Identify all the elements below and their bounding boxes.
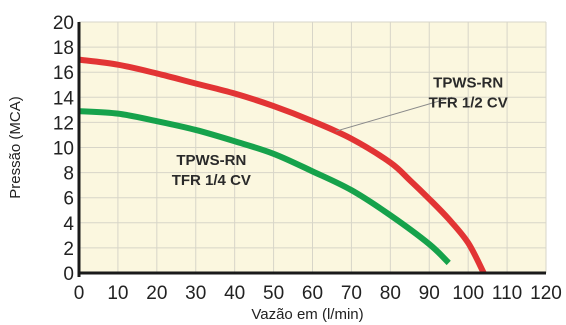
x-tick-label: 110 — [492, 283, 522, 304]
annotation-label-green: TPWS-RN TFR 1/4 CV — [172, 152, 251, 189]
y-tick-label: 0 — [63, 264, 74, 285]
y-tick-label: 20 — [53, 13, 74, 34]
x-tick-labels: 0 10 20 30 40 50 60 70 80 90 100 110 120 — [74, 283, 562, 304]
y-tick-label: 2 — [63, 239, 74, 260]
y-axis-title: Pressão (MCA) — [7, 96, 24, 199]
y-tick-label: 6 — [63, 189, 74, 210]
x-tick-label: 90 — [419, 283, 440, 304]
annotation-line: TFR 1/2 CV — [429, 94, 508, 111]
x-tick-label: 0 — [74, 283, 85, 304]
x-tick-label: 70 — [341, 283, 362, 304]
y-tick-label: 12 — [53, 113, 74, 134]
annotation-line: TFR 1/4 CV — [172, 172, 251, 189]
axes — [77, 22, 546, 277]
annotation-line: TPWS-RN — [176, 152, 246, 169]
x-tick-label: 100 — [452, 283, 484, 304]
annotation-pointer-line — [335, 96, 453, 132]
annotation-label-red: TPWS-RN TFR 1/2 CV — [429, 74, 508, 111]
x-axis-title: Vazão em (l/min) — [251, 306, 363, 323]
x-tick-label: 60 — [302, 283, 323, 304]
x-tick-label: 10 — [107, 283, 128, 304]
x-tick-label: 30 — [185, 283, 206, 304]
grid-lines — [78, 21, 547, 274]
y-tick-label: 8 — [63, 164, 74, 185]
y-tick-label: 10 — [53, 139, 74, 160]
y-tick-label: 18 — [53, 38, 74, 59]
annotation-line: TPWS-RN — [433, 74, 503, 91]
y-tick-label: 14 — [53, 88, 75, 109]
x-tick-label: 50 — [263, 283, 284, 304]
annotations: TPWS-RN TFR 1/2 CV TPWS-RN TFR 1/4 CV — [172, 74, 508, 189]
y-tick-label: 4 — [63, 214, 74, 235]
series-lines — [78, 56, 487, 275]
y-tick-label: 16 — [53, 63, 74, 84]
x-tick-label: 80 — [380, 283, 401, 304]
x-tick-label: 120 — [530, 283, 562, 304]
x-tick-label: 40 — [224, 283, 245, 304]
series-line-tfr-1-2-cv — [78, 56, 487, 275]
x-tick-label: 20 — [146, 283, 167, 304]
y-tick-labels: 0 2 4 6 8 10 12 14 16 18 20 — [53, 13, 75, 285]
series-line-tfr-1-4-cv — [78, 108, 451, 266]
